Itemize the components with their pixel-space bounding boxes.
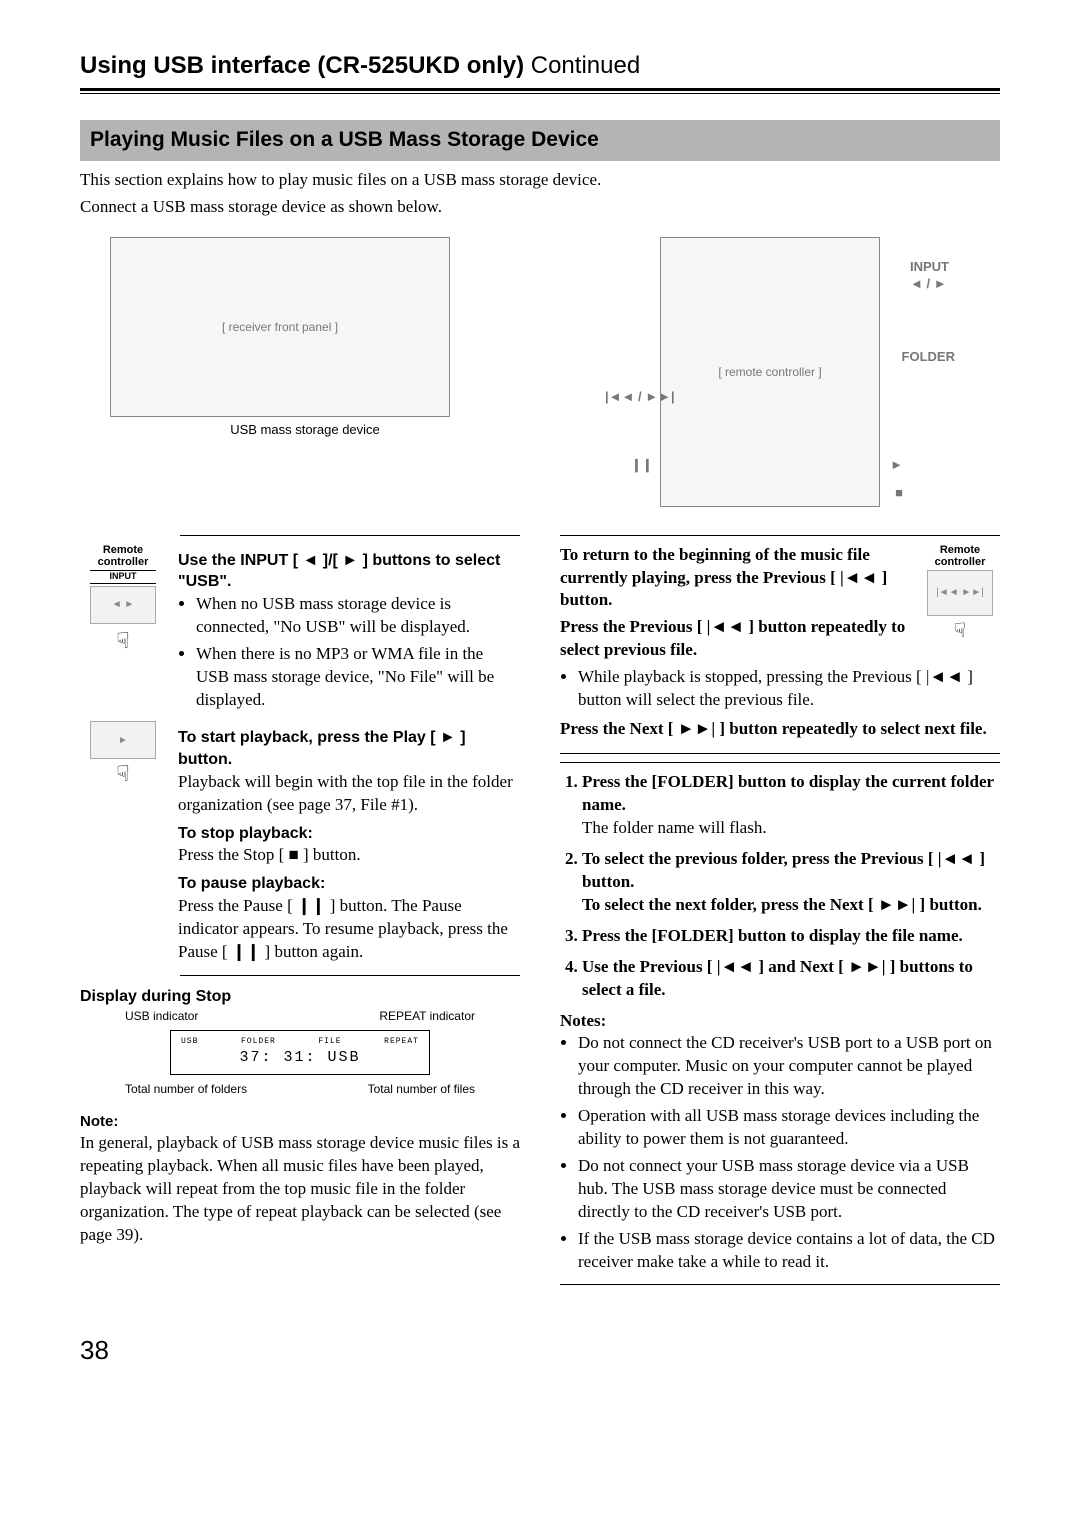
prev-next-buttons-icon: |◄◄ ►►|: [927, 570, 993, 616]
callout-play: ►: [890, 456, 903, 474]
hand-icon-1: ☟: [80, 626, 166, 656]
note-2: Operation with all USB mass storage devi…: [578, 1105, 1000, 1151]
hand-icon-2: ☟: [80, 759, 166, 789]
remote-illustration: [ remote controller ] INPUT ◄ / ► FOLDER…: [660, 237, 880, 507]
remote-small-illustration: Remote controller |◄◄ ►►| ☟: [920, 544, 1000, 645]
display-top-row: USB FOLDER FILE REPEAT: [181, 1037, 419, 1048]
stop-heading: To stop playback:: [178, 823, 520, 845]
step2-body: Playback will begin with the top file in…: [178, 771, 520, 817]
note-block: Note: In general, playback of USB mass s…: [80, 1112, 520, 1247]
folder-step-3: Press the [FOLDER] button to display the…: [582, 925, 1000, 948]
next-text: Press the Next [ ►►| ] button repeatedly…: [560, 718, 1000, 741]
input-arrows-icon: ◄ ►: [90, 586, 156, 624]
folder-step-4-text: Use the Previous [ |◄◄ ] and Next [ ►►| …: [582, 957, 973, 999]
step1-heading: Use the INPUT [ ◄ ]/[ ► ] buttons to sel…: [178, 550, 520, 593]
callout-prevnext: |◄◄ / ►►|: [605, 388, 675, 406]
section-heading: Playing Music Files on a USB Mass Storag…: [80, 120, 1000, 160]
left-rule-mid: [180, 975, 520, 976]
display-bottom-labels: Total number of folders Total number of …: [125, 1081, 475, 1097]
right-column: Remote controller |◄◄ ►►| ☟ To return to…: [560, 527, 1000, 1293]
callout-stop: ■: [895, 484, 903, 502]
display-panel: USB FOLDER FILE REPEAT 37: 31: USB: [170, 1030, 430, 1075]
folder-step-2b-text: To select the next folder, press the Nex…: [582, 895, 982, 914]
notes-heading: Notes:: [560, 1010, 1000, 1033]
step1-text: Use the INPUT [ ◄ ]/[ ► ] buttons to sel…: [178, 544, 520, 716]
prev-bullet-list: While playback is stopped, pressing the …: [560, 666, 1000, 712]
step1-icon-area: Remote controller INPUT ◄ ► ☟: [80, 544, 166, 716]
main-columns: Remote controller INPUT ◄ ► ☟ Use the IN…: [80, 527, 1000, 1293]
step2-icon-area: ► ☟: [80, 721, 166, 967]
folder-step-2: To select the previous folder, press the…: [582, 848, 1000, 917]
disp-folder: FOLDER: [241, 1037, 276, 1048]
figures-row: [ receiver front panel ] USB mass storag…: [80, 237, 1000, 507]
callout-input: INPUT ◄ / ►: [910, 258, 949, 293]
folder-step-1: Press the [FOLDER] button to display the…: [582, 771, 1000, 840]
intro-block: This section explains how to play music …: [80, 169, 1000, 219]
folder-steps: Press the [FOLDER] button to display the…: [560, 771, 1000, 1001]
note-body: In general, playback of USB mass storage…: [80, 1132, 520, 1247]
callout-pause: ❙❙: [631, 456, 653, 474]
play-button-icon: ►: [90, 721, 156, 759]
usb-indicator-label: USB indicator: [125, 1008, 198, 1024]
title-bold: Using USB interface (CR-525UKD only): [80, 52, 524, 79]
intro-line-2: Connect a USB mass storage device as sho…: [80, 196, 1000, 219]
remote-figure-wrap: [ remote controller ] INPUT ◄ / ► FOLDER…: [540, 237, 1000, 507]
folder-step-4: Use the Previous [ |◄◄ ] and Next [ ►►| …: [582, 956, 1000, 1002]
step2-heading: To start playback, press the Play [ ► ] …: [178, 727, 520, 770]
remote-label-2: Remote controller: [920, 544, 1000, 568]
device-caption: USB mass storage device: [110, 421, 500, 439]
notes-list: Do not connect the CD receiver's USB por…: [560, 1032, 1000, 1273]
hand-icon-3: ☟: [920, 618, 1000, 645]
folder-step-1-text: Press the [FOLDER] button to display the…: [582, 772, 994, 814]
display-heading: Display during Stop: [80, 986, 520, 1008]
note-heading: Note:: [80, 1112, 520, 1132]
title-continued: Continued: [524, 52, 640, 79]
left-column: Remote controller INPUT ◄ ► ☟ Use the IN…: [80, 527, 520, 1293]
pause-body: Press the Pause [ ❙❙ ] button. The Pause…: [178, 895, 520, 964]
right-rule-mid2: [560, 762, 1000, 763]
input-label: INPUT: [90, 570, 156, 584]
note-4: If the USB mass storage device contains …: [578, 1228, 1000, 1274]
title-rule: [80, 88, 1000, 94]
callout-input-arrows: ◄ / ►: [910, 276, 947, 291]
step1-bullet-2: When there is no MP3 or WMA file in the …: [196, 643, 520, 712]
disp-usb: USB: [181, 1037, 198, 1048]
folder-step-3-text: Press the [FOLDER] button to display the…: [582, 926, 963, 945]
disp-repeat: REPEAT: [384, 1037, 419, 1048]
page-title: Using USB interface (CR-525UKD only) Con…: [80, 50, 1000, 82]
total-files-label: Total number of files: [368, 1081, 475, 1097]
repeat-indicator-label: REPEAT indicator: [379, 1008, 475, 1024]
step2-text: To start playback, press the Play [ ► ] …: [178, 721, 520, 967]
folder-step-2a-text: To select the previous folder, press the…: [582, 849, 985, 891]
left-rule-top: [180, 535, 520, 536]
intro-line-1: This section explains how to play music …: [80, 169, 1000, 192]
right-rule-bottom: [560, 1284, 1000, 1285]
callout-input-text: INPUT: [910, 259, 949, 274]
device-figure-wrap: [ receiver front panel ] USB mass storag…: [80, 237, 500, 507]
total-folders-label: Total number of folders: [125, 1081, 247, 1097]
prev-bullet: While playback is stopped, pressing the …: [578, 666, 1000, 712]
device-illustration: [ receiver front panel ]: [110, 237, 450, 417]
step1-bullets: When no USB mass storage device is conne…: [178, 593, 520, 712]
step1-block: Remote controller INPUT ◄ ► ☟ Use the IN…: [80, 544, 520, 716]
note-1: Do not connect the CD receiver's USB por…: [578, 1032, 1000, 1101]
pause-heading: To pause playback:: [178, 873, 520, 895]
right-rule-mid: [560, 753, 1000, 754]
note-3: Do not connect your USB mass storage dev…: [578, 1155, 1000, 1224]
remote-label-1: Remote controller: [80, 544, 166, 568]
disp-file: FILE: [318, 1037, 341, 1048]
step1-bullet-1: When no USB mass storage device is conne…: [196, 593, 520, 639]
callout-folder: FOLDER: [902, 348, 955, 366]
page-number: 38: [80, 1333, 1000, 1368]
right-rule-top: [560, 535, 1000, 536]
folder-step-1-body: The folder name will flash.: [582, 817, 1000, 840]
step2-block: ► ☟ To start playback, press the Play [ …: [80, 721, 520, 967]
display-top-labels: USB indicator REPEAT indicator: [125, 1008, 475, 1024]
display-main-line: 37: 31: USB: [181, 1048, 419, 1068]
stop-body: Press the Stop [ ■ ] button.: [178, 844, 520, 867]
